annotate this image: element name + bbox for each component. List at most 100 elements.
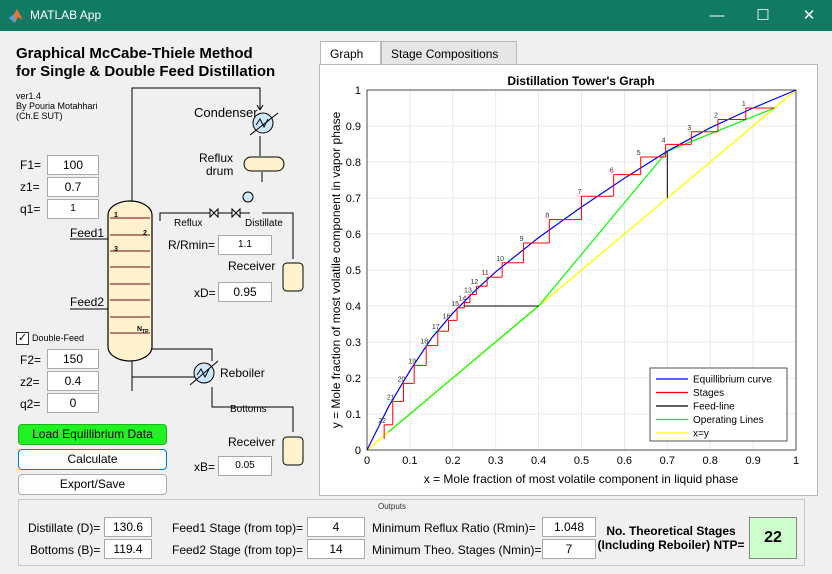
bottoms-output: 119.4 [104,539,152,559]
stage-number-label: 4 [662,137,666,144]
rr-input[interactable]: 1.1 [218,235,272,255]
y-tick-label: 1 [355,85,361,97]
y-tick-label: 0.8 [346,157,361,169]
outputs-panel [18,499,805,566]
y-tick-label: 0.6 [346,229,361,241]
x-tick-label: 0.9 [745,455,760,467]
ntp-label-line-2: (Including Reboiler) NTP= [597,538,745,552]
y-tick-label: 0.7 [346,193,361,205]
distillate-output: 130.6 [104,517,152,537]
heading-line-1: Graphical McCabe-Thiele Method [16,45,253,62]
distillate-output-label: Distillate (D)= [28,521,101,535]
x-tick-label: 0.6 [617,455,632,467]
y-tick-label: 0.2 [346,373,361,385]
version-line: ver1.4 [16,91,42,101]
stage-number-label: 20 [398,376,406,383]
z1-input[interactable]: 0.7 [47,177,99,197]
rr-label: R/Rmin= [168,238,216,252]
stage-number-label: 3 [687,125,691,132]
mccabe-thiele-chart: Distillation Tower's Graph 1234567891011… [329,74,799,486]
stage-number-label: 6 [610,168,614,175]
window-title: MATLAB App [30,8,102,22]
outputs-title: Outputs [378,502,407,511]
bottoms-label: Bottoms [230,404,267,415]
pump-icon [242,191,254,203]
y-tick-label: 0 [355,445,361,457]
graph-panel: Distillation Tower's Graph 1 2 3 4 5 6 7 8 9 10 11… [319,64,818,496]
author-line: By Pouria Motahhari [16,101,98,111]
ntp-output: 22 [749,517,797,559]
chart-ticks: 00 0.1 0.1 0.2 0.2 0.3 0.3 0.4 0.4 0.5 0.5 0.6 0.6 0.… [346,85,799,467]
q2-input[interactable]: 0 [47,393,99,413]
double-feed-checkbox[interactable]: ✓ [16,332,29,345]
feed1-stage-label: Feed1 Stage (from top)= [172,521,304,535]
x-tick-label: 0 [364,455,370,467]
x-tick-label: 1 [793,455,799,467]
stage-number-label: 16 [443,313,451,320]
chart-legend: Equillibrium curve Stages Feed-line Operati… [649,367,788,442]
feed1-stage-output: 4 [307,517,365,537]
condenser-icon [252,112,274,134]
stage-number-label: 13 [464,287,472,294]
rmin-output: 1.048 [542,517,596,537]
y-tick-label: 0.1 [346,409,361,421]
maximize-icon[interactable]: ☐ [756,7,770,24]
operating-line [538,150,668,307]
load-data-button[interactable]: Load Equillibrium Data [18,424,167,445]
stage-ntp-letter: N [137,326,142,333]
stage-number-label: 2 [714,113,718,120]
condenser-label: Condenser [194,105,258,120]
stage-number-label: 17 [432,324,440,331]
minimize-icon[interactable]: — [709,7,725,24]
stage-number-label: 8 [545,213,549,220]
xb-label: xB= [194,460,216,474]
stage-2-label: 2 [143,230,147,237]
distillate-label: Distillate [245,218,283,229]
stage-number-label: 7 [578,189,582,196]
x-tick-label: 0.4 [531,455,546,467]
version-info: ver1.4 By Pouria Motahhari (Ch.E SUT) [16,91,98,121]
xb-input[interactable]: 0.05 [218,456,272,476]
close-icon[interactable]: ✕ [802,7,816,24]
q1-input[interactable]: 1 [47,199,99,219]
f2-label: F2= [20,353,42,367]
feed2-stage-output: 14 [307,539,365,559]
nmin-output: 7 [542,539,596,559]
stage-3-label: 3 [114,246,118,253]
double-feed-label: Double-Feed [32,333,85,343]
stage-1-label: 1 [114,212,118,219]
tab-graph[interactable]: Graph [320,41,381,65]
receiver-bottom-icon [282,436,304,466]
feed2-stage-label: Feed2 Stage (from top)= [172,543,304,557]
y-tick-label: 0.4 [346,301,361,313]
f1-input[interactable]: 100 [47,155,99,175]
affiliation-line: (Ch.E SUT) [16,111,63,121]
app-heading: Graphical McCabe-Thiele Method for Singl… [16,45,275,81]
f2-input[interactable]: 150 [47,349,99,369]
y-tick-label: 0.5 [346,265,361,277]
reboiler-label: Reboiler [220,366,265,380]
receiver-top-icon [282,262,304,292]
y-tick-label: 0.9 [346,121,361,133]
legend-box [649,367,788,442]
q2-label: q2= [20,397,41,411]
x-tick-label: 0.7 [660,455,675,467]
xd-input[interactable]: 0.95 [218,282,272,302]
tab-stage-compositions[interactable]: Stage Compositions [381,41,517,65]
calculate-button[interactable]: Calculate [18,449,167,470]
operating-line [388,305,539,433]
stage-number-label: 19 [408,358,416,365]
chart-title: Distillation Tower's Graph [507,74,654,88]
rmin-label: Minimum Reflux Ratio (Rmin)= [372,521,536,535]
z2-input[interactable]: 0.4 [47,371,99,391]
stage-number-label: 9 [520,236,524,243]
export-button[interactable]: Export/Save [18,474,167,495]
legend-entry: x=y [693,429,709,440]
q1-label: q1= [20,202,41,216]
reflux-drum-label-2: drum [206,164,234,178]
stage-number-label: 11 [481,270,488,277]
stage-number-label: 1 [742,101,746,108]
x-tick-label: 0.2 [445,455,460,467]
stage-number-label: 12 [470,279,478,286]
